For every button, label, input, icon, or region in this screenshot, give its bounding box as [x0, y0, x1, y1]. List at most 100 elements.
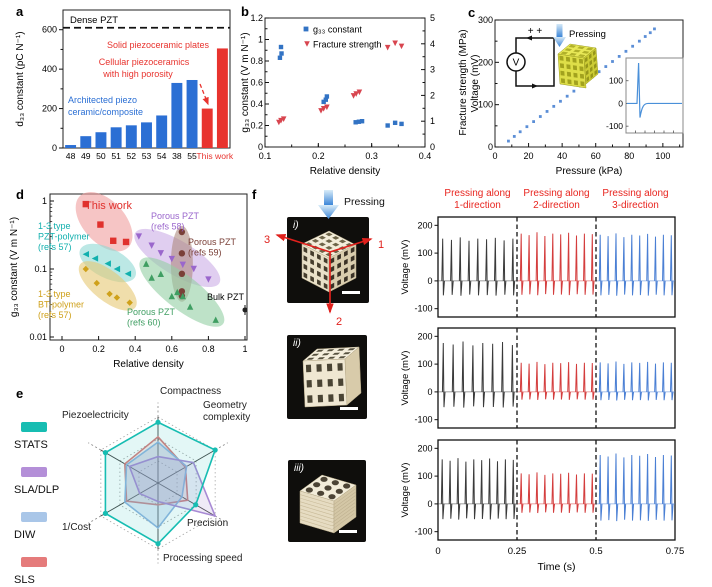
- legend-swatch: [21, 512, 47, 522]
- svg-text:0: 0: [427, 387, 432, 397]
- legend-item-STATS: STATS: [14, 422, 84, 453]
- photo-label-ii: ii): [293, 338, 301, 349]
- bar-ref-53: [141, 122, 152, 148]
- legend-label: SLA/DLP: [14, 484, 60, 496]
- panel-c-voltage-pressure: 0 20 40 60 80 100 0 100 200 300 V + + Pressing 100 0 -1…: [470, 2, 712, 182]
- svg-text:g₃₃ constant (V m N⁻¹): g₃₃ constant (V m N⁻¹): [9, 217, 20, 317]
- svg-text:1: 1: [42, 196, 47, 206]
- svg-text:Pressing: Pressing: [569, 29, 606, 40]
- bar-ref-49: [80, 136, 92, 148]
- svg-text:0.5: 0.5: [589, 546, 602, 557]
- legend-label: STATS: [14, 439, 48, 451]
- svg-text:4: 4: [430, 39, 435, 49]
- svg-text:0: 0: [427, 276, 432, 286]
- svg-text:100: 100: [417, 471, 432, 481]
- panel-letter-b: b: [241, 4, 249, 19]
- svg-text:Processing speed: Processing speed: [163, 553, 243, 564]
- svg-text:(refs 60): (refs 60): [127, 318, 161, 328]
- svg-text:This work: This work: [85, 200, 133, 212]
- panel-letter-d: d: [16, 187, 24, 202]
- svg-text:Pressing along: Pressing along: [444, 188, 510, 199]
- dense-pzt-label: Dense PZT: [70, 15, 118, 26]
- scale-bar: [342, 291, 360, 294]
- svg-text:200: 200: [417, 331, 432, 341]
- svg-text:1.2: 1.2: [250, 13, 263, 23]
- lattice-cube-image: [299, 474, 357, 534]
- svg-text:3: 3: [430, 65, 435, 75]
- pressing-label: Pressing: [344, 196, 385, 208]
- scale-bar: [340, 407, 358, 410]
- svg-text:Precision: Precision: [187, 518, 228, 529]
- voltage-pressure-scatter: 0 20 40 60 80 100 0 100 200 300 V + + Pressing 100 0 -1…: [470, 15, 684, 177]
- svg-text:54: 54: [157, 151, 167, 161]
- svg-text:Relative density: Relative density: [310, 166, 381, 177]
- svg-text:0.2: 0.2: [312, 151, 325, 161]
- svg-text:+ +: + +: [528, 26, 543, 37]
- svg-text:0: 0: [430, 142, 435, 152]
- direction-axes: 1 2 3: [264, 234, 384, 328]
- panel-letter-a: a: [16, 4, 24, 19]
- svg-text:Time (s): Time (s): [537, 561, 575, 573]
- svg-text:Piezoelectricity: Piezoelectricity: [62, 410, 129, 421]
- svg-text:V: V: [513, 58, 520, 69]
- svg-text:0.3: 0.3: [365, 151, 378, 161]
- axis-label-2: 2: [336, 316, 342, 328]
- svg-text:Pressure (kPa): Pressure (kPa): [556, 166, 623, 177]
- svg-text:Architected piezo: Architected piezo: [68, 95, 137, 105]
- svg-text:ceramic/composite: ceramic/composite: [68, 107, 143, 117]
- svg-text:This work: This work: [196, 151, 233, 161]
- specimen-photo-ii: ii): [287, 335, 367, 419]
- panel-letter-c: c: [468, 5, 476, 20]
- axis-arrow-3: [275, 234, 331, 253]
- legend-swatch: [21, 422, 47, 432]
- svg-text:0.2: 0.2: [92, 344, 105, 354]
- radar-legend: STATS SLA/DLP DIW SLS: [14, 420, 84, 587]
- svg-text:Voltage (mV): Voltage (mV): [400, 351, 411, 406]
- svg-text:Solid piezoceramic plates: Solid piezoceramic plates: [107, 40, 210, 50]
- svg-text:48: 48: [66, 151, 76, 161]
- svg-text:0: 0: [492, 151, 497, 161]
- panel-b-dual-scatter: 0.1 0.2 0.3 0.4 0 0.2 0.4 0.6 0.8 1 1.2 0 1 2 3 4 5 g₃₃ c…: [240, 2, 475, 182]
- bar-ref-48: [65, 145, 77, 148]
- voltmeter-icon: [506, 52, 526, 72]
- svg-text:with high porosity: with high porosity: [102, 69, 173, 79]
- svg-text:200: 200: [417, 220, 432, 230]
- bar-ref-38: [171, 82, 183, 148]
- axis-label-1: 1: [378, 239, 384, 251]
- svg-text:3-direction: 3-direction: [612, 200, 659, 211]
- svg-text:1-direction: 1-direction: [454, 200, 501, 211]
- bar-this-work-0: [201, 108, 213, 148]
- photo-label-i: i): [293, 220, 299, 231]
- group-ellipse: [78, 261, 137, 311]
- svg-text:(refs 57): (refs 57): [38, 310, 72, 320]
- panel-letter-f: f: [252, 187, 257, 202]
- svg-text:g₃₃ constant (V m N⁻¹): g₃₃ constant (V m N⁻¹): [240, 32, 251, 132]
- panel-a-bar-chart: 0 200 400 600 48 49 50 51 52 53 54 38 55 This work Den…: [10, 2, 240, 182]
- svg-text:53: 53: [142, 151, 152, 161]
- svg-text:20: 20: [524, 151, 534, 161]
- bar-ref-54: [156, 115, 168, 148]
- svg-text:0: 0: [618, 98, 623, 108]
- svg-text:1: 1: [430, 116, 435, 126]
- svg-text:Bulk PZT: Bulk PZT: [207, 292, 245, 302]
- svg-text:complexity: complexity: [203, 412, 250, 423]
- radar-series-SLA/DLP: [128, 455, 217, 518]
- svg-text:Pressing along: Pressing along: [523, 188, 589, 199]
- svg-text:0: 0: [59, 344, 64, 354]
- svg-text:0: 0: [52, 143, 57, 153]
- svg-text:300: 300: [478, 15, 493, 25]
- svg-text:2-direction: 2-direction: [533, 200, 580, 211]
- svg-text:2: 2: [430, 90, 435, 100]
- legend-swatch: [21, 557, 47, 567]
- svg-text:50: 50: [96, 151, 106, 161]
- svg-text:80: 80: [624, 151, 634, 161]
- panel-f-voltage-time-plots: Pressing along 1-direction Pressing along 2…: [400, 186, 712, 587]
- svg-text:200: 200: [478, 57, 493, 67]
- svg-text:Voltage (mV): Voltage (mV): [470, 55, 481, 113]
- svg-text:1: 1: [258, 35, 263, 45]
- svg-text:Voltage (mV): Voltage (mV): [400, 240, 411, 295]
- bar-ref-51: [110, 127, 122, 148]
- svg-text:100: 100: [417, 248, 432, 258]
- group-ellipse: [75, 192, 133, 252]
- svg-text:0.4: 0.4: [419, 151, 432, 161]
